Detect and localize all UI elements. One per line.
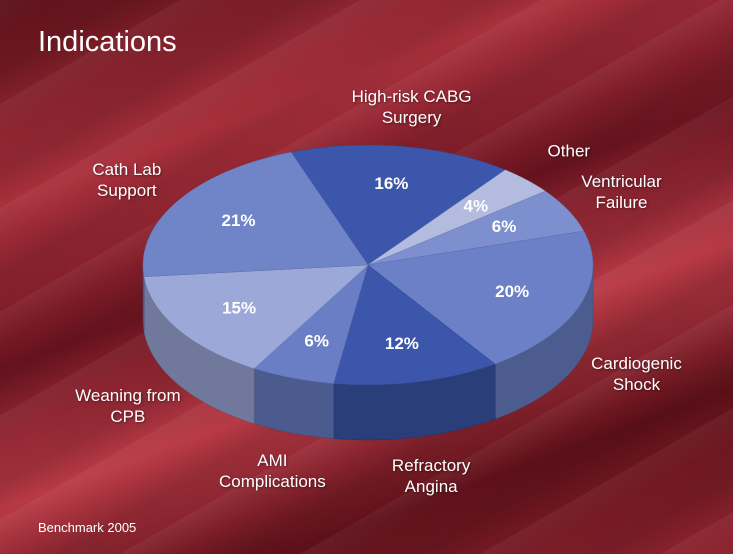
category-label: Cath Lab Support <box>92 159 162 200</box>
value-label: 6% <box>492 217 517 236</box>
value-label: 4% <box>464 197 489 216</box>
category-label: Ventricular Failure <box>581 171 662 212</box>
chart-title: Indications <box>38 26 177 58</box>
slice <box>143 264 369 369</box>
slice <box>367 230 594 365</box>
category-label: High-risk CABG Surgery <box>351 86 472 127</box>
source: Benchmark 2005 <box>38 520 137 535</box>
category-label: Weaning from CPB <box>75 386 181 427</box>
slice <box>290 144 506 266</box>
category-label: Other <box>547 141 591 161</box>
slice <box>367 190 585 266</box>
value-label: 20% <box>495 282 529 301</box>
slice <box>367 169 546 266</box>
value-label: 6% <box>304 331 329 350</box>
value-label: 12% <box>385 334 419 353</box>
slice <box>142 151 369 277</box>
slice <box>253 264 369 384</box>
value-label: 15% <box>222 298 256 317</box>
category-label: Refractory Angina <box>391 456 471 497</box>
value-label: 16% <box>374 174 408 193</box>
slice <box>333 264 496 386</box>
value-label: 21% <box>222 211 256 230</box>
category-label: Cardiogenic Shock <box>591 353 682 394</box>
category-label: AMI Complications <box>219 450 326 491</box>
